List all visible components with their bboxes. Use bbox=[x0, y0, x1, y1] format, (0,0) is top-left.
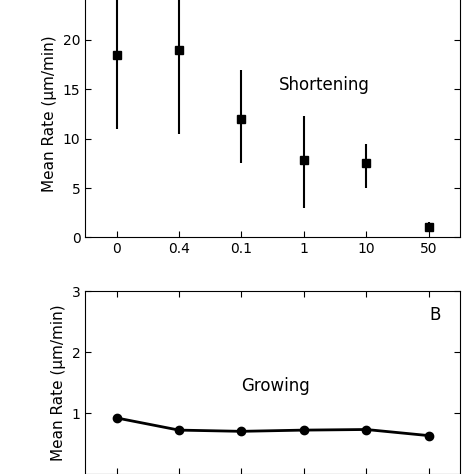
Y-axis label: Mean Rate (μm/min): Mean Rate (μm/min) bbox=[51, 304, 66, 461]
Text: B: B bbox=[430, 306, 441, 324]
Text: Growing: Growing bbox=[241, 377, 310, 395]
Y-axis label: Mean Rate (μm/min): Mean Rate (μm/min) bbox=[42, 36, 57, 192]
Text: Shortening: Shortening bbox=[279, 76, 370, 94]
